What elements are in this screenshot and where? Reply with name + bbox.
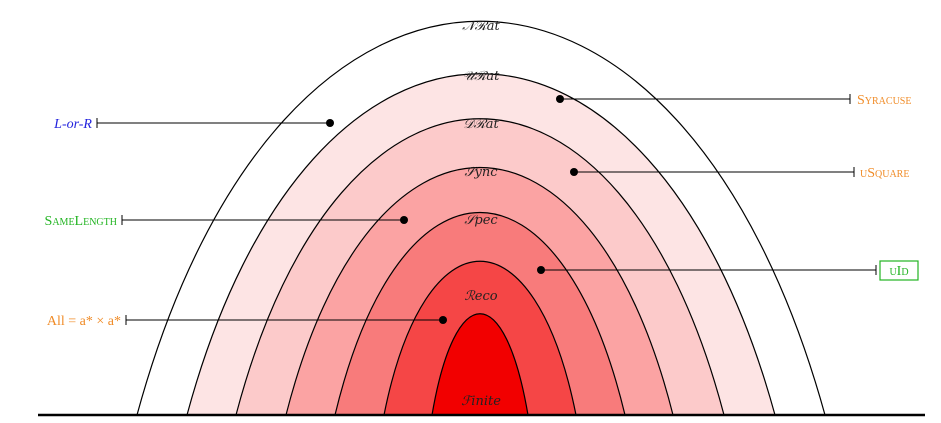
dot-syracuse [556,95,564,103]
arch-finite [431,313,529,416]
label-urat: 𝒰ℛat [463,69,501,84]
uid-box [879,260,919,281]
dot-l-or-r [326,119,334,127]
dot-samelength [400,216,408,224]
pointer-samelength [121,215,408,225]
label-drat: 𝒟ℛat [463,117,499,132]
dot-usquare [570,168,578,176]
label-nrat: 𝒩ℛat [462,19,500,34]
pointer-syracuse [556,94,851,104]
pointer-usquare [570,167,855,177]
label-reco: ℛeco [464,289,497,304]
label-finite: ℱinite [461,394,501,409]
label-spec: 𝒮pec [464,213,498,228]
dot-uid [537,266,545,274]
example-all: All = a* × a* [47,314,121,329]
pointer-l-or-r [96,118,334,128]
pointer-all [125,315,447,325]
pointer-uid [537,265,877,275]
example-samelength: SameLength [45,214,117,229]
dot-all [439,316,447,324]
example-syracuse: Syracuse [857,93,911,108]
label-sync: 𝒮ync [464,165,498,180]
example-usquare: uSquare [860,166,909,181]
example-l-or-r: L-or-R [53,117,92,132]
example-uid: uId [889,264,908,279]
